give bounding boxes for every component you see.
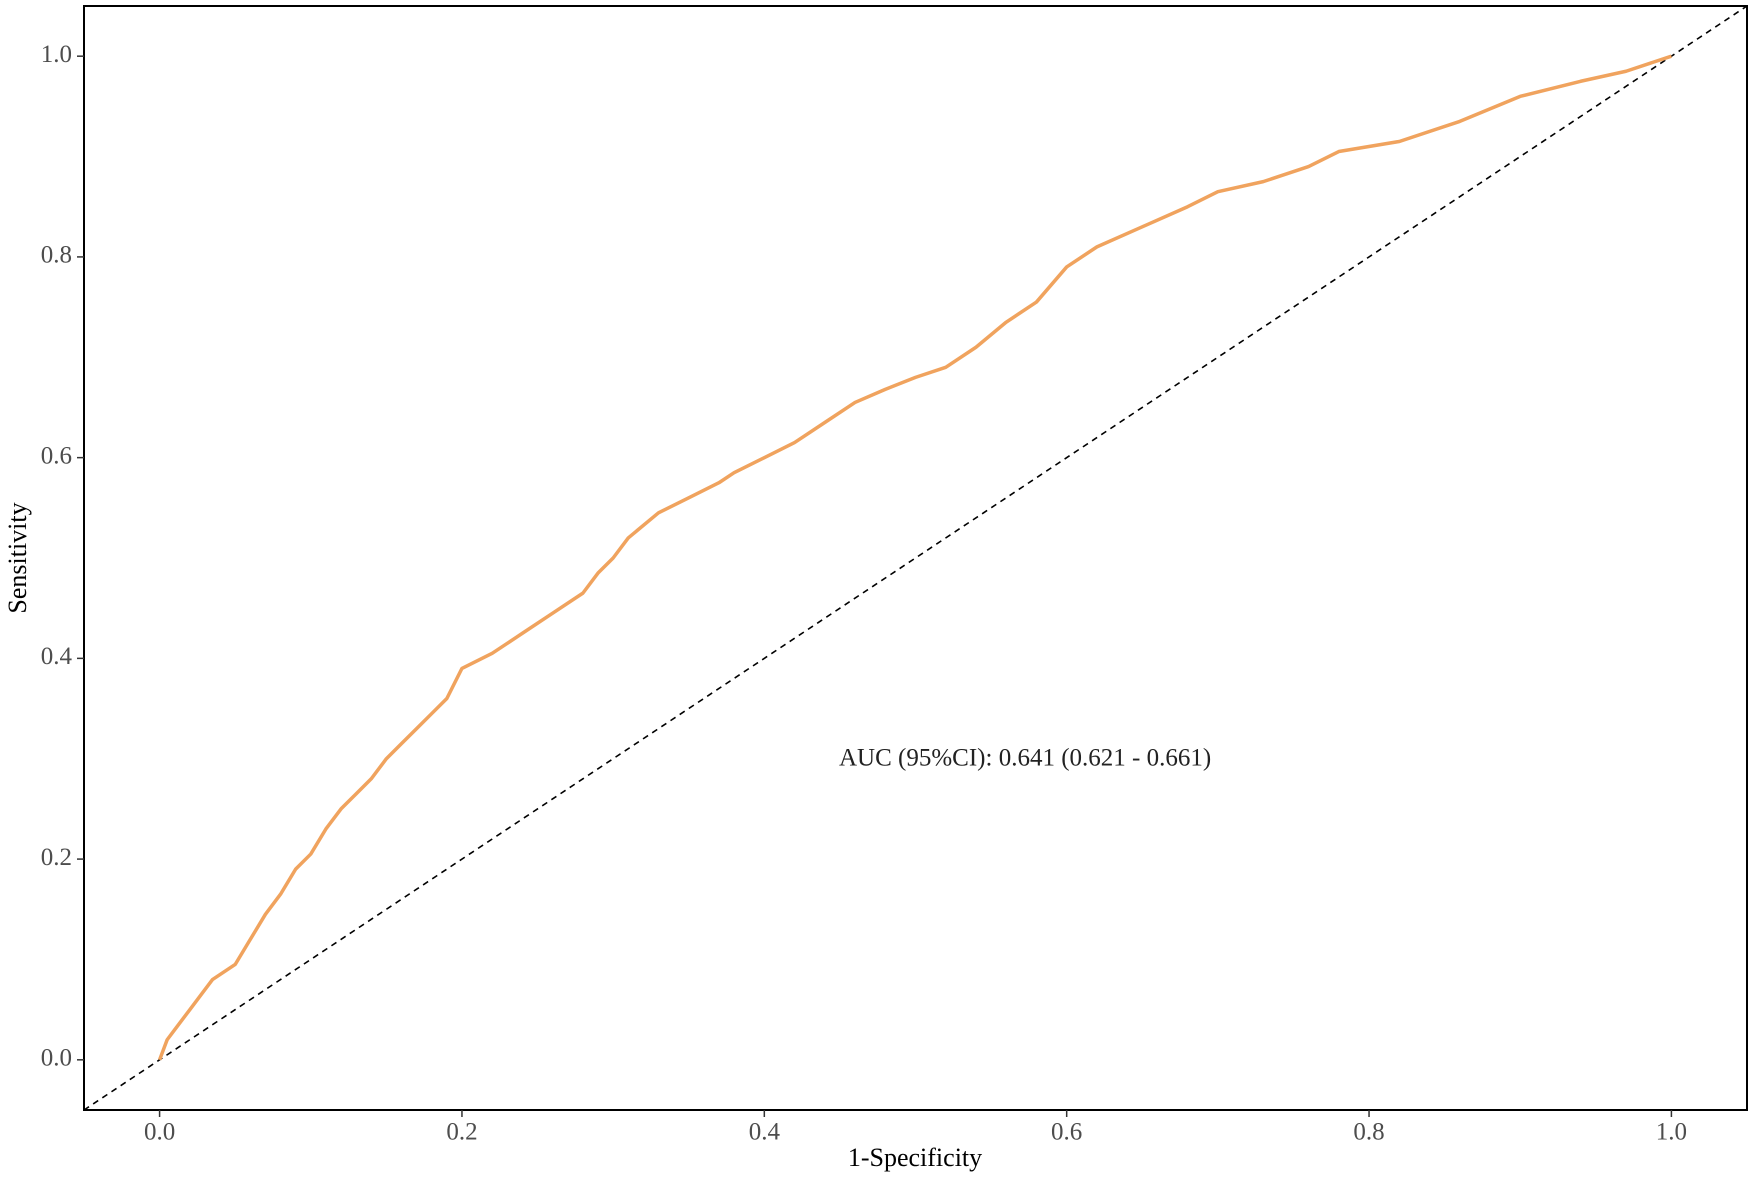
x-tick-label: 0.0: [144, 1119, 175, 1146]
y-tick-label: 0.6: [41, 442, 72, 469]
x-axis-title: 1-Specificity: [848, 1143, 982, 1172]
plot-frame: [83, 5, 1748, 1111]
x-tick-label: 0.2: [446, 1119, 477, 1146]
x-tick-label: 0.6: [1051, 1119, 1082, 1146]
x-tick-label: 0.8: [1353, 1119, 1384, 1146]
roc-curve: [157, 54, 1672, 1061]
x-tick-label: 1.0: [1656, 1119, 1687, 1146]
y-axis-title: Sensitivity: [3, 502, 32, 613]
y-tick-label: 1.0: [41, 41, 72, 68]
y-tick-label: 0.4: [41, 643, 73, 670]
y-tick-label: 0.2: [41, 844, 72, 871]
x-tick-label: 0.4: [749, 1119, 781, 1146]
annotation: AUC (95%CI): 0.641 (0.621 - 0.661): [839, 745, 1211, 772]
y-tick-label: 0.0: [41, 1045, 72, 1072]
y-tick-label: 0.8: [41, 242, 72, 269]
reference-diagonal: [83, 5, 1748, 1111]
